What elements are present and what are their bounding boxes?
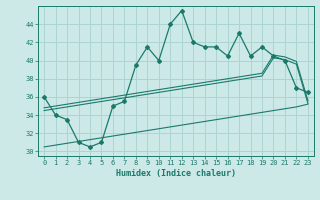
X-axis label: Humidex (Indice chaleur): Humidex (Indice chaleur) [116, 169, 236, 178]
